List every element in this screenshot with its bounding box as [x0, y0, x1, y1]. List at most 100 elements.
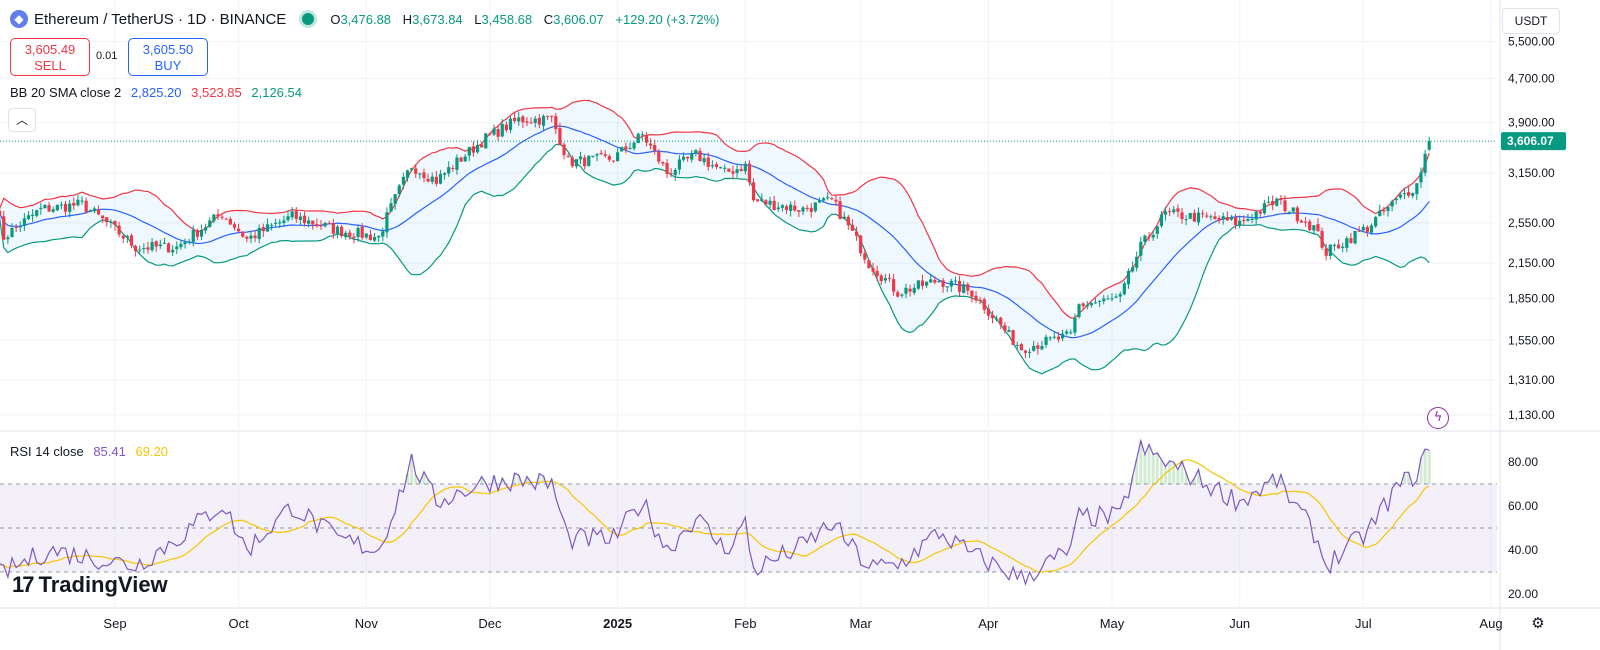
price-tick-label: 2,150.00: [1508, 256, 1555, 270]
candle-body: [216, 214, 220, 217]
bb-upper-value: 3,523.85: [191, 85, 242, 100]
candle-body: [1172, 209, 1176, 213]
candle-body: [2, 216, 6, 240]
candle-body: [1180, 212, 1184, 220]
price-tick-label: 3,900.00: [1508, 116, 1555, 130]
rsi-legend[interactable]: RSI 14 close 85.41 69.20: [10, 444, 168, 459]
sell-button[interactable]: 3,605.49 SELL: [10, 38, 90, 76]
candle-body: [599, 153, 603, 155]
candle-body: [212, 214, 216, 222]
candle-body: [463, 156, 467, 162]
candle-body: [55, 204, 59, 211]
ethereum-icon[interactable]: ◆: [10, 10, 28, 28]
candle-body: [133, 246, 138, 252]
candle-body: [1044, 336, 1048, 345]
bb-lower-line: [0, 143, 1430, 375]
candle-body: [368, 234, 373, 241]
candle-body: [1118, 294, 1122, 297]
candle-body: [727, 168, 731, 172]
candle-body: [706, 157, 710, 167]
candle-body: [315, 224, 319, 226]
candle-body: [195, 230, 199, 237]
candle-body: [1011, 330, 1015, 345]
candle-body: [269, 224, 274, 226]
candle-body: [1139, 241, 1143, 256]
candle-body: [644, 135, 649, 143]
candle-body: [68, 203, 72, 212]
candle-body: [397, 185, 401, 195]
candle-body: [665, 162, 669, 174]
candle-body: [883, 278, 887, 281]
candle-body: [208, 220, 212, 227]
candle-body: [529, 122, 533, 124]
candle-body: [591, 155, 595, 157]
candle-body: [628, 147, 632, 150]
candle-body: [1365, 227, 1370, 232]
candle-body: [793, 205, 797, 211]
candle-body: [1106, 298, 1110, 300]
candle-body: [290, 211, 294, 218]
gear-icon[interactable]: ⚙: [1531, 614, 1545, 632]
collapse-legend-button[interactable]: ︿: [8, 108, 36, 132]
rsi-value: 85.41: [93, 444, 126, 459]
candle-body: [389, 203, 393, 212]
candle-body: [1262, 203, 1267, 214]
bb-legend[interactable]: BB 20 SMA close 2 2,825.20 3,523.85 2,12…: [10, 85, 302, 100]
candle-body: [838, 201, 842, 219]
rsi-tick-label: 60.00: [1508, 499, 1538, 513]
candle-body: [92, 208, 97, 212]
candle-body: [323, 223, 327, 227]
candle-body: [199, 229, 204, 237]
candle-body: [129, 235, 134, 246]
buy-button[interactable]: 3,605.50 BUY: [128, 38, 208, 76]
candle-body: [999, 317, 1003, 325]
rsi-tick-label: 80.00: [1508, 455, 1538, 469]
candle-body: [970, 290, 974, 297]
candle-body: [1357, 230, 1361, 232]
candle-body: [562, 144, 566, 156]
candle-body: [583, 157, 587, 167]
candle-body: [916, 280, 920, 289]
rsi-line: [0, 438, 1430, 586]
candle-body: [1159, 214, 1164, 226]
candle-body: [566, 156, 570, 158]
bb-basis-value: 2,825.20: [130, 85, 182, 100]
candle-body: [863, 253, 867, 260]
candle-body: [1176, 208, 1180, 212]
candle-body: [1238, 220, 1242, 226]
time-tick-label: Dec: [478, 616, 502, 631]
candle-body: [1419, 172, 1423, 183]
tradingview-logo-text: TradingView: [38, 572, 168, 597]
candle-body: [1336, 244, 1341, 249]
candle-body: [1246, 219, 1250, 221]
candle-body: [451, 167, 455, 169]
candle-body: [1402, 192, 1407, 195]
candle-body: [1135, 256, 1139, 268]
candle-body: [809, 207, 813, 212]
candle-body: [414, 168, 418, 174]
candle-body: [0, 210, 2, 216]
candle-body: [789, 204, 793, 211]
candle-body: [1143, 235, 1147, 243]
candle-body: [125, 236, 129, 238]
time-tick-label: Jun: [1229, 616, 1250, 631]
candle-body: [344, 232, 348, 238]
currency-selector[interactable]: USDT: [1502, 8, 1560, 34]
symbol-title[interactable]: Ethereum / TetherUS · 1D · BINANCE: [34, 10, 287, 28]
candle-body: [442, 173, 447, 175]
candle-body: [257, 227, 261, 239]
candle-body: [1328, 244, 1332, 257]
lightning-icon[interactable]: ϟ: [1427, 407, 1449, 429]
price-tick-label: 5,500.00: [1508, 35, 1555, 49]
candle-body: [1320, 230, 1324, 248]
rsi-label: RSI 14 close: [10, 444, 84, 459]
sell-label: SELL: [34, 58, 66, 73]
candle-body: [1398, 194, 1402, 198]
candle-body: [1196, 212, 1201, 223]
candle-body: [1266, 201, 1271, 203]
tradingview-logo[interactable]: 17 TradingView: [12, 572, 168, 598]
candle-body: [1056, 336, 1061, 340]
time-tick-label: Oct: [228, 616, 249, 631]
candle-body: [957, 280, 962, 292]
